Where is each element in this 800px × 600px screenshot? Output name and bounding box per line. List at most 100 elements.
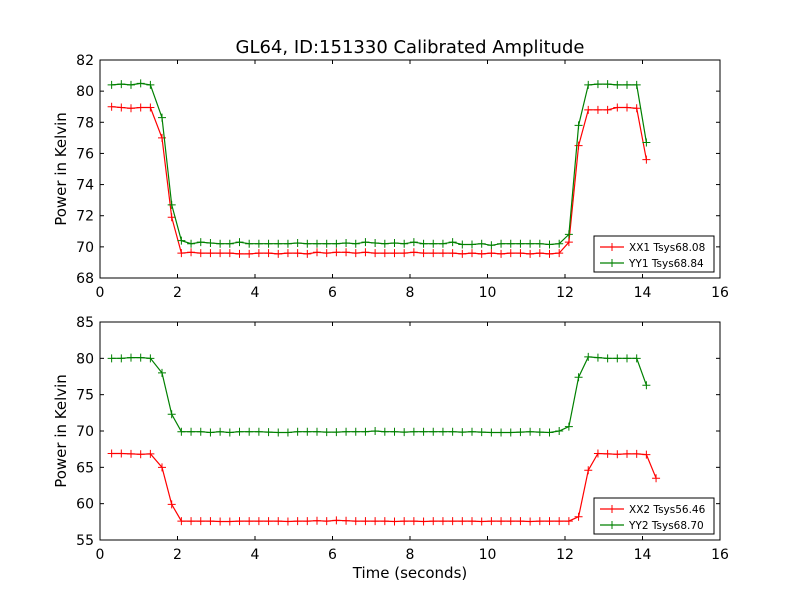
- data-point: [361, 427, 370, 436]
- data-point: [623, 103, 631, 112]
- data-point: [322, 517, 331, 526]
- data-point: [216, 427, 225, 436]
- data-point: [293, 249, 302, 258]
- data-point: [458, 428, 467, 437]
- data-point: [477, 239, 486, 248]
- data-point: [545, 240, 554, 249]
- data-point: [293, 517, 302, 526]
- data-point: [158, 463, 166, 472]
- data-point: [613, 354, 622, 363]
- x-tick-label: 10: [479, 285, 497, 301]
- data-point: [477, 249, 486, 258]
- data-point: [390, 517, 399, 526]
- data-point: [506, 249, 515, 258]
- data-point: [235, 249, 244, 258]
- data-point: [322, 239, 331, 248]
- data-point: [167, 410, 176, 419]
- data-point: [371, 427, 380, 435]
- data-point: [613, 103, 622, 112]
- data-point: [574, 373, 583, 382]
- data-point: [468, 249, 476, 258]
- y-tick-label: 55: [76, 533, 94, 549]
- y-tick-label: 70: [76, 240, 94, 256]
- legend-label: YY1 Tsys68.84: [628, 258, 704, 270]
- x-tick-label: 12: [556, 547, 574, 563]
- x-tick-label: 16: [711, 285, 729, 301]
- data-point: [642, 450, 651, 459]
- data-point: [497, 517, 506, 526]
- data-point: [361, 517, 370, 526]
- data-point: [196, 249, 205, 258]
- data-point: [535, 517, 544, 526]
- data-point: [342, 248, 351, 257]
- legend: XX1 Tsys68.08 YY1 Tsys68.84: [593, 235, 715, 273]
- data-point: [497, 428, 506, 437]
- data-point: [351, 249, 360, 258]
- data-point: [409, 517, 418, 526]
- data-point: [603, 105, 612, 114]
- data-point: [342, 516, 351, 525]
- data-point: [526, 427, 535, 436]
- data-point: [458, 249, 467, 258]
- x-tick-label: 0: [96, 547, 105, 563]
- data-point: [564, 422, 573, 431]
- data-point: [351, 427, 360, 436]
- data-point: [458, 240, 467, 249]
- data-point: [535, 428, 544, 437]
- data-point: [380, 517, 389, 526]
- data-point: [216, 517, 225, 526]
- data-point: [429, 239, 438, 248]
- x-tick-label: 16: [711, 547, 729, 563]
- data-point: [584, 105, 593, 114]
- data-point: [177, 517, 186, 526]
- data-point: [497, 249, 506, 258]
- data-point: [235, 427, 244, 436]
- data-point: [603, 449, 612, 458]
- data-point: [371, 238, 380, 247]
- data-point: [283, 249, 292, 258]
- data-point: [477, 428, 486, 437]
- data-point: [574, 512, 583, 521]
- data-point: [623, 449, 631, 458]
- data-point: [264, 239, 273, 248]
- x-tick-label: 14: [634, 285, 652, 301]
- data-point: [264, 428, 273, 437]
- data-point: [409, 427, 418, 436]
- data-point: [136, 79, 145, 88]
- x-tick-label: 12: [556, 285, 574, 301]
- data-point: [400, 239, 409, 248]
- data-point: [613, 450, 622, 459]
- data-point: [526, 249, 535, 258]
- data-point: [342, 238, 351, 247]
- bottom-panel: 0 2 4 6 8 10 12 14 16 55 60 65 70 75 80 85 Power in Kelv…: [52, 315, 729, 563]
- x-tick-label: 4: [251, 547, 260, 563]
- data-point: [177, 249, 186, 258]
- data-point: [146, 103, 155, 112]
- data-point: [400, 517, 409, 526]
- data-point: [555, 427, 564, 435]
- y-tick-label: 68: [76, 271, 94, 287]
- data-point: [400, 428, 409, 437]
- data-point: [516, 239, 525, 248]
- data-point: [564, 238, 573, 247]
- y-tick-label: 80: [76, 84, 94, 100]
- data-point: [390, 427, 399, 436]
- x-tick-label: 4: [251, 285, 260, 301]
- data-point: [216, 239, 225, 248]
- data-point: [293, 238, 302, 247]
- data-point: [448, 427, 457, 436]
- data-point: [117, 354, 126, 363]
- data-point: [146, 80, 155, 89]
- data-point: [235, 238, 244, 247]
- data-point: [438, 427, 447, 436]
- data-point: [187, 239, 196, 248]
- data-point: [555, 239, 564, 248]
- data-point: [127, 104, 135, 113]
- data-point: [506, 428, 515, 437]
- data-point: [593, 80, 602, 89]
- data-point: [516, 249, 525, 258]
- data-point: [477, 517, 486, 526]
- data-point: [613, 80, 622, 89]
- data-point: [380, 427, 389, 436]
- data-point: [245, 517, 254, 526]
